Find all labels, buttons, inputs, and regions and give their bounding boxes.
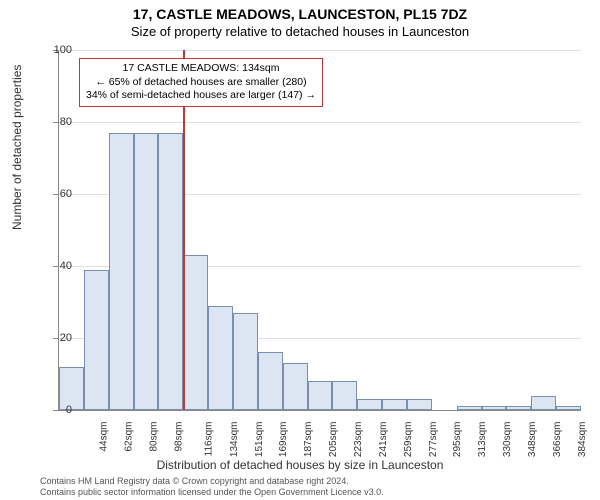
x-tick-label: 223sqm <box>353 422 364 458</box>
x-tick-label: 295sqm <box>453 422 464 458</box>
y-tick <box>53 266 59 267</box>
chart-container: 17, CASTLE MEADOWS, LAUNCESTON, PL15 7DZ… <box>0 0 600 500</box>
annotation-line3: 34% of semi-detached houses are larger (… <box>86 89 316 103</box>
y-tick-label: 80 <box>60 116 72 128</box>
x-tick-label: 366sqm <box>552 422 563 458</box>
y-tick <box>53 410 59 411</box>
page-subtitle: Size of property relative to detached ho… <box>0 22 600 39</box>
histogram-bar <box>84 270 109 410</box>
x-tick-label: 277sqm <box>428 422 439 458</box>
footnote: Contains HM Land Registry data © Crown c… <box>40 476 384 498</box>
x-tick-label: 134sqm <box>229 422 240 458</box>
histogram-bar <box>183 255 208 410</box>
histogram-bar <box>258 352 283 410</box>
y-tick <box>53 194 59 195</box>
histogram-bar <box>457 406 482 410</box>
histogram-bar <box>531 396 556 410</box>
x-tick-label: 44sqm <box>99 422 110 452</box>
histogram-bar <box>283 363 308 410</box>
annotation-line2: ← 65% of detached houses are smaller (28… <box>86 76 316 90</box>
gridline <box>59 122 581 123</box>
histogram-bar <box>332 381 357 410</box>
footnote-line2: Contains public sector information licen… <box>40 487 384 498</box>
x-tick-label: 98sqm <box>174 422 185 452</box>
histogram-bar <box>109 133 134 410</box>
y-tick-label: 60 <box>60 188 72 200</box>
y-tick-label: 0 <box>66 404 72 416</box>
y-tick-label: 40 <box>60 260 72 272</box>
plot-area: 44sqm62sqm80sqm98sqm116sqm134sqm151sqm16… <box>58 50 581 411</box>
y-tick <box>53 122 59 123</box>
histogram-bar <box>482 406 507 410</box>
x-tick-label: 169sqm <box>279 422 290 458</box>
y-tick-label: 20 <box>60 332 72 344</box>
annotation-box: 17 CASTLE MEADOWS: 134sqm← 65% of detach… <box>79 58 323 107</box>
x-tick-label: 205sqm <box>328 422 339 458</box>
y-tick-label: 100 <box>54 44 72 56</box>
x-tick-label: 259sqm <box>403 422 414 458</box>
histogram-bar <box>506 406 531 410</box>
x-tick-label: 80sqm <box>149 422 160 452</box>
histogram-bar <box>134 133 159 410</box>
histogram-bar <box>556 406 581 410</box>
y-tick <box>53 338 59 339</box>
x-tick-label: 151sqm <box>254 422 265 458</box>
histogram-bar <box>158 133 183 410</box>
page-title: 17, CASTLE MEADOWS, LAUNCESTON, PL15 7DZ <box>0 0 600 22</box>
x-tick-label: 187sqm <box>303 422 314 458</box>
x-axis-label: Distribution of detached houses by size … <box>0 458 600 472</box>
histogram-bar <box>233 313 258 410</box>
histogram-bar <box>382 399 407 410</box>
x-tick-label: 241sqm <box>378 422 389 458</box>
histogram-bar <box>308 381 333 410</box>
histogram-bar <box>407 399 432 410</box>
footnote-line1: Contains HM Land Registry data © Crown c… <box>40 476 384 487</box>
x-tick-label: 62sqm <box>124 422 135 452</box>
x-tick-label: 384sqm <box>577 422 588 458</box>
x-tick-label: 330sqm <box>502 422 513 458</box>
y-axis-label: Number of detached properties <box>10 65 24 230</box>
x-tick-label: 348sqm <box>527 422 538 458</box>
x-tick-label: 116sqm <box>203 422 214 457</box>
histogram-bar <box>208 306 233 410</box>
gridline <box>59 50 581 51</box>
annotation-line1: 17 CASTLE MEADOWS: 134sqm <box>86 62 316 76</box>
histogram-bar <box>357 399 382 410</box>
x-tick-label: 313sqm <box>477 422 488 458</box>
